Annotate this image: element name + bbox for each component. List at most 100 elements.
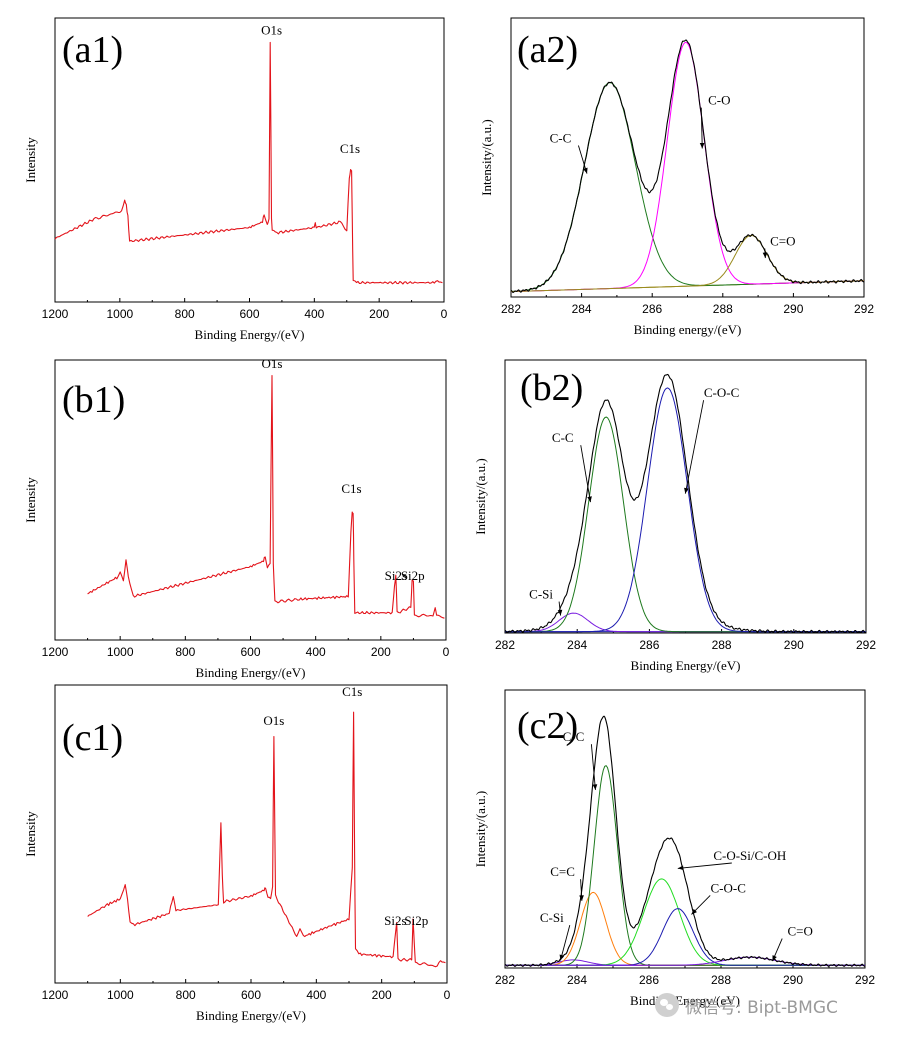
peak-annotation: Si2s bbox=[385, 568, 407, 583]
watermark-text: 微信号: Bipt-BMGC bbox=[685, 997, 838, 1018]
label-arrowhead bbox=[772, 955, 777, 962]
chart-c1-survey: 1200 1000 800 600 400 200 0 Binding Energy/(eV)… bbox=[23, 684, 451, 1023]
x-axis-label: Binding Energy/(eV) bbox=[196, 665, 306, 680]
x-tick-label: 1000 bbox=[107, 645, 134, 659]
label-arrow bbox=[590, 744, 596, 790]
x-tick-label: 282 bbox=[501, 302, 521, 316]
panel-label: (b2) bbox=[520, 367, 583, 409]
y-axis-label: Intensity bbox=[23, 477, 38, 523]
peak-annotation: Si2p bbox=[404, 913, 428, 928]
chart-a2-c1s-fit: 282 284 286 288 290 292 Binding energy/(eV) Int… bbox=[479, 17, 874, 337]
x-tick-label: 286 bbox=[639, 973, 659, 987]
chart-a1-survey: 1200 1000 800 600 400 200 0 Binding Energy/(eV)… bbox=[23, 17, 448, 342]
label-arrow bbox=[677, 862, 732, 869]
peak-label: C=C bbox=[550, 864, 575, 879]
peak-label: C-C bbox=[550, 131, 572, 146]
peak-annotation: C1s bbox=[342, 684, 362, 699]
label-arrow bbox=[700, 107, 703, 149]
watermark: 微信号: Bipt-BMGC bbox=[655, 990, 895, 1020]
peak-annotation: Si2p bbox=[401, 568, 425, 583]
label-arrowhead bbox=[684, 487, 689, 494]
panel-label: (c1) bbox=[62, 717, 123, 759]
label-arrowhead bbox=[559, 954, 565, 961]
peak-annotation: C1s bbox=[341, 481, 361, 496]
x-tick-label: 200 bbox=[372, 988, 392, 1002]
x-axis-label: Binding energy/(eV) bbox=[634, 322, 742, 337]
x-tick-label: 286 bbox=[639, 638, 659, 652]
peak-annotation: C1s bbox=[340, 141, 360, 156]
raw-envelope bbox=[504, 715, 866, 967]
x-tick-label: 292 bbox=[855, 973, 875, 987]
x-tick-label: 286 bbox=[642, 302, 662, 316]
x-tick-label: 800 bbox=[175, 645, 195, 659]
x-tick-label: 288 bbox=[712, 638, 732, 652]
peak-label: C-O bbox=[708, 93, 730, 108]
y-axis-label: Intensity bbox=[23, 811, 38, 857]
peak-label: C-C bbox=[563, 729, 585, 744]
x-tick-label: 200 bbox=[369, 307, 389, 321]
peak-label: C=O bbox=[788, 924, 813, 939]
fit-component bbox=[505, 387, 866, 633]
x-axis-label: Binding Energy/(eV) bbox=[196, 1008, 306, 1023]
x-tick-label: 290 bbox=[783, 973, 803, 987]
x-tick-label: 400 bbox=[304, 307, 324, 321]
x-tick-label: 282 bbox=[495, 973, 515, 987]
chart-b1-survey: 1200 1000 800 600 400 200 0 Binding Energy/(eV)… bbox=[23, 356, 450, 680]
x-tick-label: 1000 bbox=[106, 307, 133, 321]
fit-component bbox=[510, 82, 865, 292]
y-axis-label: Intensity/(a.u.) bbox=[479, 119, 494, 196]
series-line bbox=[87, 711, 446, 968]
x-tick-label: 288 bbox=[713, 302, 733, 316]
label-arrow bbox=[684, 400, 705, 494]
raw-envelope bbox=[510, 39, 865, 294]
wechat-icon bbox=[655, 993, 679, 1017]
series-line bbox=[54, 41, 443, 285]
x-tick-label: 600 bbox=[239, 307, 259, 321]
label-arrow bbox=[580, 445, 591, 503]
peak-label: C-Si bbox=[540, 910, 564, 925]
x-tick-label: 292 bbox=[856, 638, 876, 652]
peak-annotation: Si2s bbox=[384, 913, 406, 928]
x-tick-label: 1200 bbox=[42, 645, 69, 659]
fit-component bbox=[510, 41, 865, 293]
peak-label: C=O bbox=[770, 234, 795, 249]
x-tick-label: 800 bbox=[176, 988, 196, 1002]
x-tick-label: 0 bbox=[443, 645, 450, 659]
panel-label: (a2) bbox=[517, 29, 578, 71]
x-tick-label: 290 bbox=[784, 638, 804, 652]
fit-component bbox=[510, 234, 865, 293]
x-tick-label: 1200 bbox=[42, 988, 69, 1002]
peak-label: C-Si bbox=[529, 587, 553, 602]
y-axis-label: Intensity/(a.u.) bbox=[473, 791, 488, 868]
x-axis-label: Binding Energy/(eV) bbox=[195, 327, 305, 342]
x-tick-label: 200 bbox=[371, 645, 391, 659]
label-arrowhead bbox=[557, 609, 563, 616]
x-tick-label: 600 bbox=[240, 645, 260, 659]
chart-b2-c1s-fit: 282 284 286 288 290 292 Binding Energy/(eV) Int… bbox=[473, 359, 876, 673]
fit-component bbox=[505, 416, 866, 633]
x-tick-label: 600 bbox=[241, 988, 261, 1002]
peak-annotation: O1s bbox=[263, 713, 284, 728]
label-arrowhead bbox=[691, 908, 697, 915]
panel-label: (a1) bbox=[62, 29, 123, 71]
x-tick-label: 292 bbox=[854, 302, 874, 316]
series-line bbox=[87, 375, 445, 619]
x-tick-label: 400 bbox=[306, 988, 326, 1002]
x-tick-label: 0 bbox=[444, 988, 451, 1002]
x-tick-label: 284 bbox=[567, 638, 587, 652]
label-arrowhead bbox=[699, 142, 705, 149]
x-axis-label: Binding Energy/(eV) bbox=[631, 658, 741, 673]
x-tick-label: 290 bbox=[783, 302, 803, 316]
y-axis-label: Intensity/(a.u.) bbox=[473, 458, 488, 535]
peak-label: C-C bbox=[552, 430, 574, 445]
x-tick-label: 400 bbox=[306, 645, 326, 659]
label-arrow bbox=[560, 924, 571, 961]
label-arrowhead bbox=[587, 496, 592, 503]
panel-label: (c2) bbox=[517, 705, 578, 747]
label-arrowhead bbox=[762, 252, 768, 259]
x-tick-label: 1200 bbox=[42, 307, 69, 321]
x-tick-label: 284 bbox=[572, 302, 592, 316]
x-tick-label: 284 bbox=[567, 973, 587, 987]
y-axis-label: Intensity bbox=[23, 137, 38, 183]
